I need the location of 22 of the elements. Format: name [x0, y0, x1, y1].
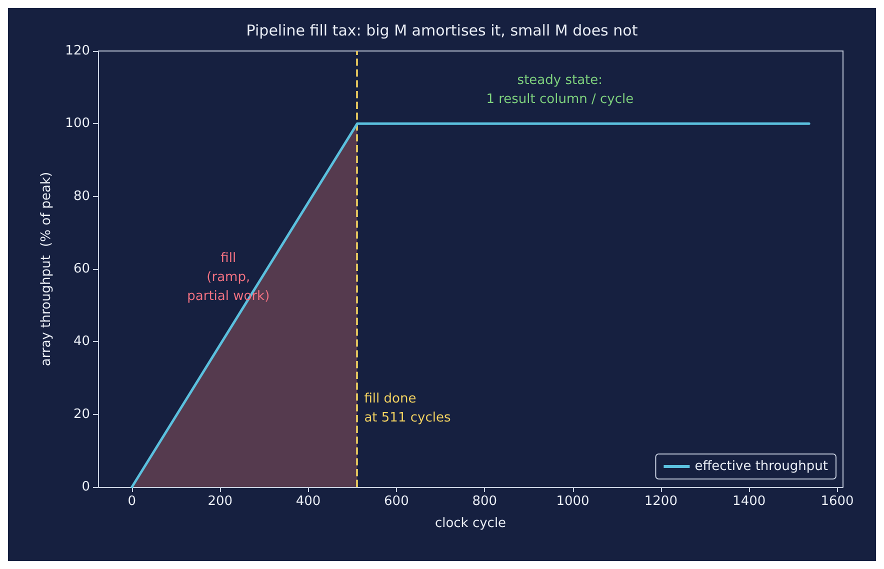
y-tick-label: 0 — [82, 480, 90, 494]
x-tick-label: 600 — [384, 494, 409, 509]
y-tick-label: 40 — [73, 334, 90, 350]
x-tick-label: 1200 — [644, 494, 678, 509]
x-tick-label: 800 — [472, 494, 498, 509]
chart-title: Pipeline fill tax: big M amortises it, small M does not — [246, 22, 638, 40]
y-tick-label: 100 — [65, 116, 90, 132]
x-tick-label: 400 — [296, 494, 321, 509]
y-axis-title: array throughput (% of peak) — [39, 172, 54, 366]
y-tick-label: 20 — [73, 406, 90, 422]
y-tick-label: 120 — [65, 44, 90, 58]
x-tick-label: 1000 — [556, 494, 590, 509]
x-tick-label: 1400 — [732, 494, 766, 509]
legend-label: effective throughput — [694, 459, 828, 474]
x-tick-label: 200 — [208, 494, 233, 509]
y-tick-label: 60 — [73, 262, 90, 276]
x-axis-title: clock cycle — [434, 516, 506, 531]
x-tick-label: 0 — [128, 494, 136, 509]
x-tick-label: 1600 — [820, 494, 854, 509]
y-tick-label: 80 — [73, 188, 90, 204]
ref-line-label: fill done at 511 cycles — [364, 392, 451, 426]
annotation: steady state: 1 result column / cycle — [486, 73, 634, 108]
